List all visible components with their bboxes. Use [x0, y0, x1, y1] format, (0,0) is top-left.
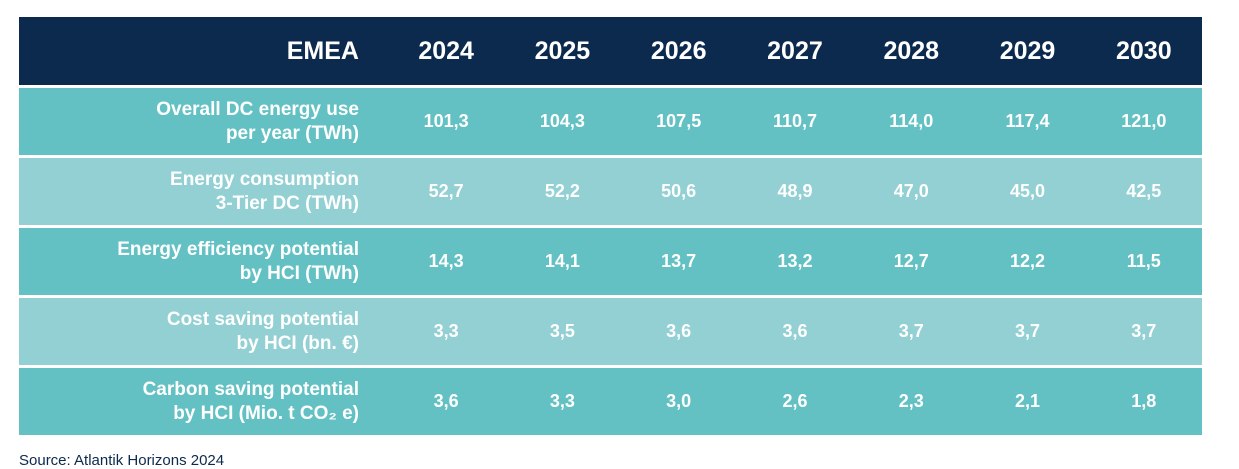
value-cell: 12,7	[893, 251, 929, 271]
year-header: 2025	[534, 36, 591, 65]
value-cell: 11,5	[1126, 251, 1161, 271]
row-label-line2: by HCI (Mio. t CO₂ e)	[173, 402, 359, 424]
value-cell: 50,6	[661, 181, 697, 201]
value-cell: 117,4	[1005, 111, 1050, 131]
row-label-line1: Overall DC energy use	[156, 98, 359, 120]
value-cell: 110,7	[772, 111, 817, 131]
row-label-line1: Carbon saving potential	[142, 378, 359, 400]
value-cell: 3,3	[549, 391, 575, 411]
table-header-row: EMEA 2024 2025 2026 2027 2028 2029 2030	[19, 17, 1202, 85]
value-cell: 104,3	[539, 111, 585, 131]
row-label-line1: Energy efficiency potential	[117, 238, 359, 260]
value-cell: 2,1	[1015, 391, 1041, 411]
region-header: EMEA	[286, 36, 359, 65]
value-cell: 3,6	[666, 321, 692, 341]
value-cell: 3,6	[782, 321, 808, 341]
value-cell: 12,2	[1010, 251, 1046, 271]
value-cell: 3,0	[666, 391, 692, 411]
year-header: 2028	[883, 36, 940, 65]
row-label: Overall DC energy use per year (TWh)	[19, 98, 359, 146]
year-header: 2027	[767, 36, 823, 65]
row-label-line1: Cost saving potential	[166, 308, 359, 330]
value-cell: 3,5	[549, 321, 575, 341]
value-cell: 2,6	[782, 391, 808, 411]
value-cell: 3,3	[433, 321, 459, 341]
value-cell: 121,0	[1121, 111, 1167, 131]
value-cell: 14,3	[428, 251, 464, 271]
value-cell: 2,3	[898, 391, 924, 411]
year-header: 2024	[418, 36, 474, 65]
value-cell: 52,7	[428, 181, 464, 201]
table-row: Cost saving potential by HCI (bn. €) 3,3 3,…	[19, 298, 1202, 365]
value-cell: 45,0	[1010, 181, 1046, 201]
value-cell: 13,7	[661, 251, 697, 271]
row-label-line2: by HCI (bn. €)	[236, 332, 359, 354]
row-label-line1: Energy consumption	[170, 168, 359, 190]
value-cell: 101,3	[423, 111, 469, 131]
value-cell: 47,0	[893, 181, 929, 201]
year-header: 2029	[999, 36, 1056, 65]
row-label: Carbon saving potential by HCI (Mio. t CO…	[19, 378, 359, 426]
table-row: Energy consumption 3-Tier DC (TWh) 52,7 52,…	[19, 158, 1202, 225]
value-cell: 13,2	[777, 251, 813, 271]
row-label-line2: 3-Tier DC (TWh)	[215, 192, 359, 214]
value-cell: 3,7	[1131, 321, 1157, 341]
value-cell: 3,6	[433, 391, 459, 411]
value-cell: 114,0	[889, 111, 934, 131]
row-label-line2: by HCI (TWh)	[239, 262, 359, 284]
emea-energy-table: EMEA 2024 2025 2026 2027 2028 2029 2030 …	[19, 17, 1202, 435]
table-row: Energy efficiency potential by HCI (TWh) 1…	[19, 228, 1202, 295]
value-cell: 52,2	[544, 181, 580, 201]
row-label: Cost saving potential by HCI (bn. €)	[19, 308, 359, 356]
value-cell: 14,1	[544, 251, 580, 271]
value-cell: 107,5	[656, 111, 702, 131]
table-row: Overall DC energy use per year (TWh) 101,3…	[19, 88, 1202, 155]
value-cell: 48,9	[777, 181, 813, 201]
value-cell: 1,8	[1131, 391, 1157, 411]
value-cell: 42,5	[1126, 181, 1162, 201]
value-cell: 3,7	[898, 321, 924, 341]
year-header: 2026	[650, 36, 707, 65]
source-note: Source: Atlantik Horizons 2024	[19, 452, 225, 469]
value-cell: 3,7	[1015, 321, 1041, 341]
row-label: Energy efficiency potential by HCI (TWh)	[19, 238, 359, 286]
table-row: Carbon saving potential by HCI (Mio. t CO…	[19, 368, 1202, 435]
row-label: Energy consumption 3-Tier DC (TWh)	[19, 168, 359, 216]
row-label-line2: per year (TWh)	[225, 122, 359, 144]
year-header: 2030	[1116, 36, 1172, 65]
